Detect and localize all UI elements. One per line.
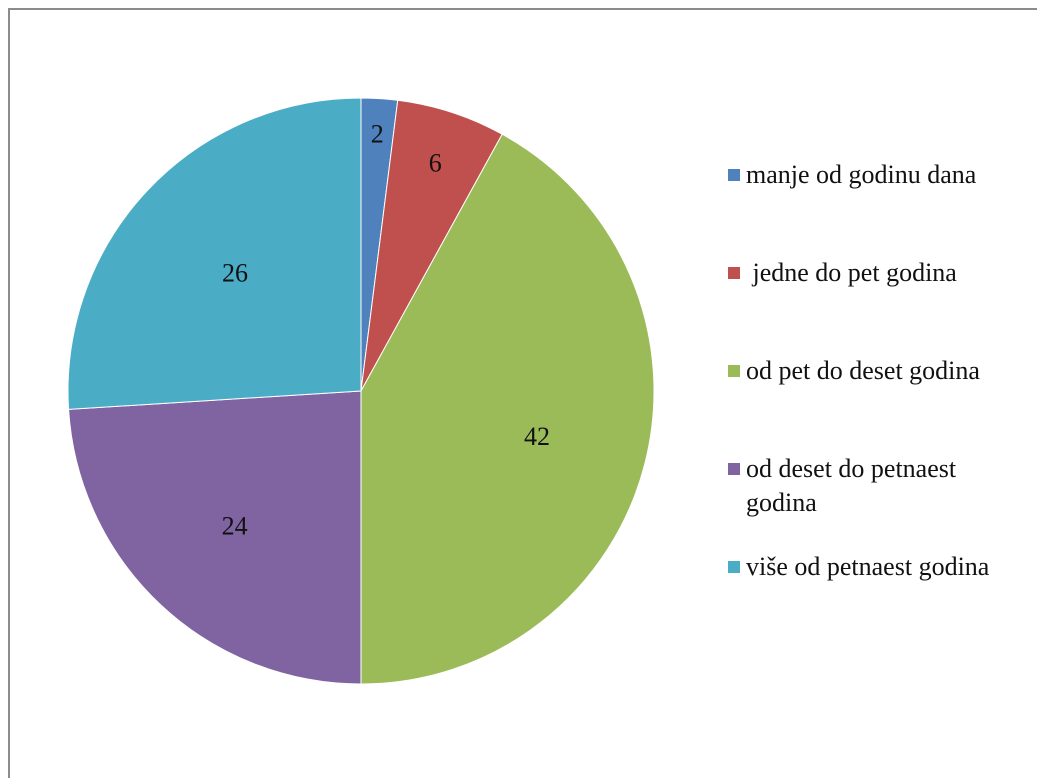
legend-swatch-1 bbox=[728, 267, 740, 279]
data-label-3: 24 bbox=[222, 512, 248, 541]
legend-label-3: od deset do petnaest godina bbox=[746, 454, 957, 517]
legend-label-4: više od petnaest godina bbox=[746, 552, 990, 581]
legend-item-2: od pet do deset godina bbox=[728, 354, 1026, 388]
legend-label-2: od pet do deset godina bbox=[746, 356, 980, 385]
legend-item-4: više od petnaest godina bbox=[728, 550, 1026, 584]
legend-item-3: od deset do petnaest godina bbox=[728, 452, 991, 520]
legend-swatch-3 bbox=[728, 463, 740, 475]
pie-slice-4 bbox=[67, 97, 362, 410]
pie-slice-2 bbox=[360, 133, 655, 685]
data-label-4: 26 bbox=[222, 259, 248, 288]
data-label-0: 2 bbox=[371, 120, 384, 149]
legend-item-0: manje od godinu dana bbox=[728, 158, 1026, 192]
legend-label-0: manje od godinu dana bbox=[746, 160, 977, 189]
data-label-1: 6 bbox=[429, 148, 442, 177]
data-label-2: 42 bbox=[524, 422, 550, 451]
legend-swatch-2 bbox=[728, 365, 740, 377]
legend-label-1: jedne do pet godina bbox=[746, 258, 957, 287]
legend-swatch-4 bbox=[728, 561, 740, 573]
pie-slice-3 bbox=[68, 390, 362, 685]
legend-swatch-0 bbox=[728, 169, 740, 181]
pie-slices bbox=[67, 97, 655, 685]
legend-item-1: jedne do pet godina bbox=[728, 256, 1026, 290]
